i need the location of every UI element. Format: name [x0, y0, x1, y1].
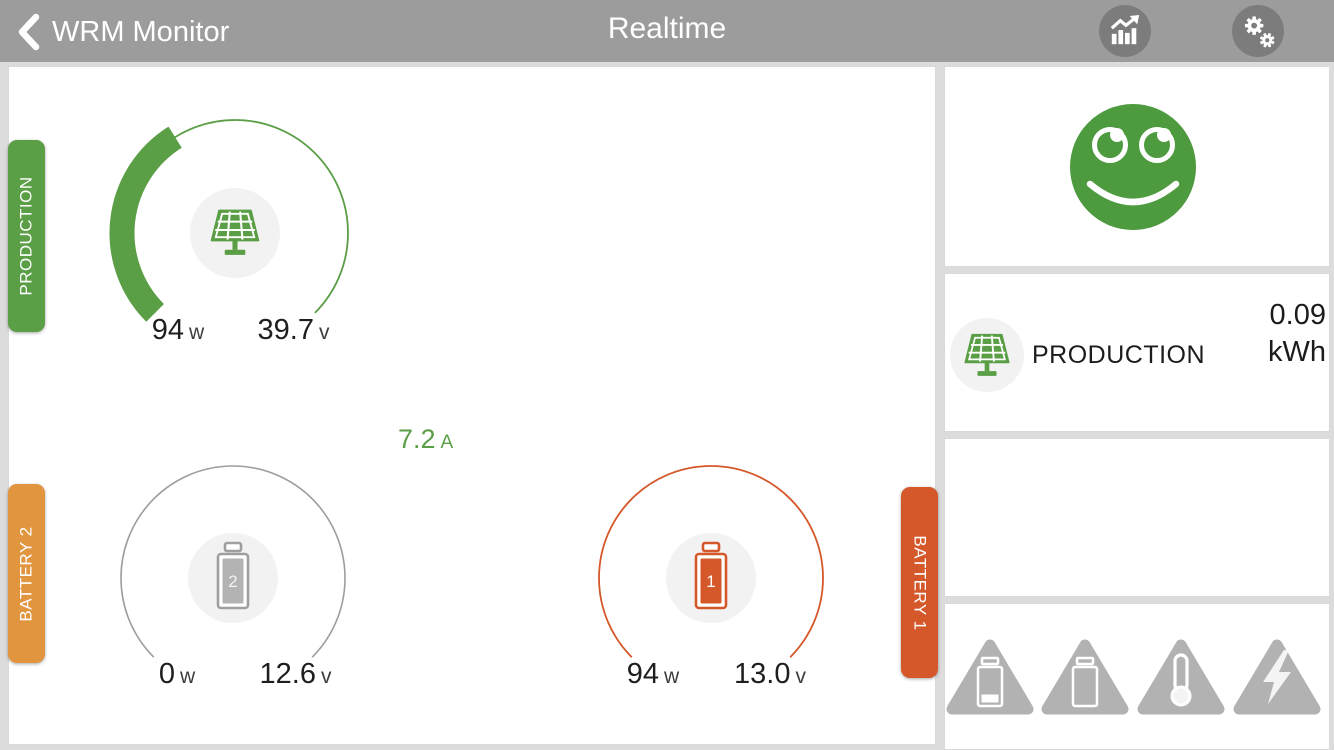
battery2-power-unit: w — [179, 665, 196, 688]
battery-number: 2 — [228, 572, 237, 591]
charge-current-value: 7.2 A — [398, 424, 508, 455]
smiley-happy-icon — [1070, 104, 1196, 230]
current-unit: A — [440, 432, 454, 453]
solar-panel-icon — [964, 333, 1010, 376]
battery2-tab: BATTERY 2 — [8, 484, 45, 663]
battery1-voltage-value: 13.0 v — [705, 658, 835, 691]
production-voltage-unit: v — [318, 321, 330, 344]
energy-unit: kWh — [1268, 336, 1326, 368]
battery1-voltage-number: 13.0 — [734, 658, 791, 690]
back-button[interactable]: WRM Monitor — [16, 10, 229, 54]
header-bar: WRM Monitor Realtime — [0, 0, 1334, 62]
battery2-icon: 2 — [216, 541, 250, 610]
battery2-voltage-number: 12.6 — [259, 658, 316, 690]
production-voltage-value: 39.7 v — [231, 314, 356, 347]
solar-panel-icon — [210, 209, 260, 255]
production-power-value: 94 w — [118, 314, 238, 347]
gauges-canvas — [109, 119, 824, 658]
battery-low-warning-icon — [946, 639, 1034, 715]
energy-number: 0.09 — [1269, 299, 1326, 331]
battery2-voltage-unit: v — [320, 665, 332, 688]
production-row-label: PRODUCTION — [1032, 341, 1206, 369]
battery-number: 1 — [706, 572, 715, 591]
temperature-warning-icon — [1137, 639, 1225, 715]
battery1-tab-label: BATTERY 1 — [910, 534, 930, 631]
page-title: Realtime — [607, 12, 727, 45]
battery1-icon: 1 — [694, 541, 728, 610]
chart-button[interactable] — [1099, 5, 1151, 57]
settings-gears-icon — [1244, 16, 1275, 48]
power-warning-icon — [1233, 639, 1321, 715]
battery1-power-unit: w — [664, 665, 680, 688]
settings-button[interactable] — [1232, 5, 1284, 57]
battery2-voltage-value: 12.6 v — [233, 658, 358, 691]
battery1-voltage-unit: v — [795, 665, 806, 688]
battery1-tab: BATTERY 1 — [901, 487, 938, 678]
current-number: 7.2 — [398, 424, 436, 454]
back-chevron-icon — [18, 13, 40, 51]
production-tab-label: PRODUCTION — [16, 176, 36, 296]
production-tab: PRODUCTION — [8, 140, 45, 332]
chart-stats-icon — [1110, 15, 1140, 45]
battery2-tab-label: BATTERY 2 — [16, 525, 36, 622]
empty-card — [944, 438, 1330, 597]
production-energy-value: 0.09 kWh — [1186, 297, 1326, 371]
battery1-power-value: 94 w — [593, 658, 713, 691]
production-power-number: 94 — [151, 314, 185, 346]
battery2-power-number: 0 — [158, 658, 175, 690]
battery-empty-warning-icon — [1041, 639, 1129, 715]
production-voltage-number: 39.7 — [257, 314, 314, 346]
battery1-power-number: 94 — [626, 658, 660, 690]
production-power-unit: w — [189, 321, 205, 344]
back-label: WRM Monitor — [52, 15, 230, 48]
realtime-panel — [8, 66, 936, 745]
